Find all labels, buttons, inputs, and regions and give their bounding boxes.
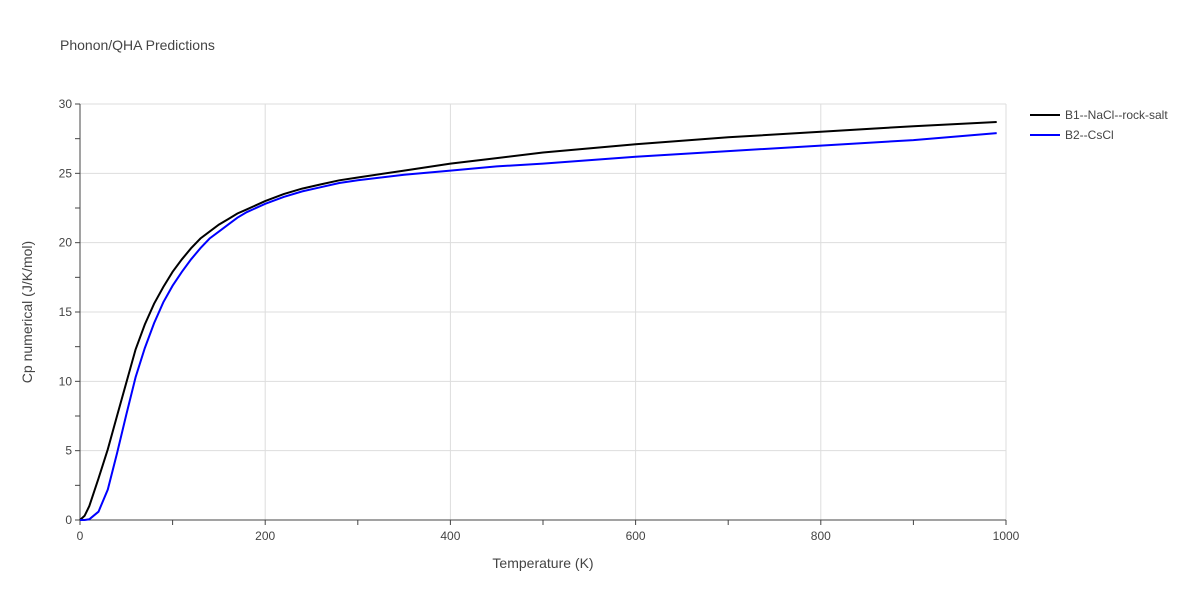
series-line-2 xyxy=(80,132,997,521)
y-tick-label: 0 xyxy=(65,513,72,527)
plot-area xyxy=(79,121,997,521)
y-tick-label: 20 xyxy=(59,236,73,250)
axes: 0 200 400 600 800 1000 0 5 10 15 20 25 30 xyxy=(59,97,1020,543)
x-tick-label: 200 xyxy=(255,529,275,543)
x-axis-title: Temperature (K) xyxy=(492,555,593,571)
grid xyxy=(80,103,1007,520)
series-line-1 xyxy=(79,121,997,521)
y-tick-label: 30 xyxy=(59,97,73,111)
x-tick-label: 800 xyxy=(811,529,831,543)
y-tick-label: 10 xyxy=(59,374,73,388)
x-tick-label: 1000 xyxy=(993,529,1020,543)
y-axis-title: Cp numerical (J/K/mol) xyxy=(19,241,35,383)
legend[interactable]: B1--NaCl--rock-salt B2--CsCl xyxy=(1030,108,1168,142)
x-tick-label: 400 xyxy=(440,529,460,543)
legend-label-1: B1--NaCl--rock-salt xyxy=(1065,108,1168,122)
x-tick-label: 0 xyxy=(77,529,84,543)
y-tick-label: 25 xyxy=(59,166,73,180)
y-tick-label: 15 xyxy=(59,305,73,319)
x-tick-label: 600 xyxy=(626,529,646,543)
chart-title: Phonon/QHA Predictions xyxy=(60,37,215,53)
y-tick-label: 5 xyxy=(65,444,72,458)
legend-label-2: B2--CsCl xyxy=(1065,128,1114,142)
